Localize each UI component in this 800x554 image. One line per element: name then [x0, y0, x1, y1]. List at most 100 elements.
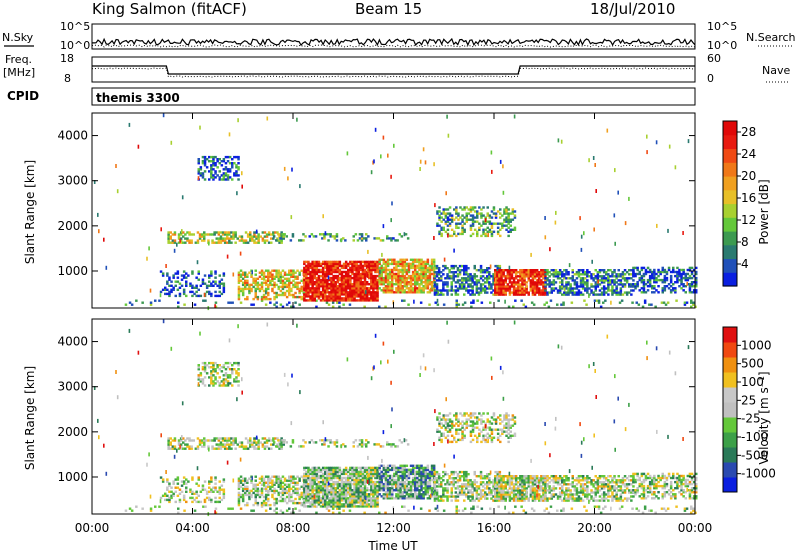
power-cell: [227, 301, 230, 304]
power-cell: [490, 234, 494, 238]
power-cell: [368, 283, 371, 286]
power-cell: [264, 269, 268, 272]
power-cell: [347, 299, 350, 302]
power-cell: [395, 274, 398, 278]
power-cell: [197, 158, 200, 161]
power-cell: [531, 287, 535, 290]
power-cell: [428, 283, 432, 286]
power-cell: [695, 281, 698, 284]
power-cell: [353, 274, 356, 278]
velocity-cell: [471, 428, 475, 431]
power-cell: [686, 272, 690, 276]
power-colorbar-swatch: [723, 244, 737, 260]
velocity-cell: [262, 495, 266, 499]
velocity-cell: [253, 445, 256, 448]
power-cell: [260, 295, 264, 299]
velocity-cell: [321, 478, 325, 482]
power-cell: [277, 277, 280, 280]
power-cell: [517, 287, 520, 290]
power-cell: [303, 270, 306, 274]
power-cell: [397, 291, 400, 294]
power-cell: [535, 269, 539, 272]
power-cell: [422, 291, 425, 294]
power-cell: [617, 273, 620, 276]
power-cell: [395, 281, 398, 284]
power-cell: [437, 277, 441, 280]
power-cell: [340, 278, 344, 282]
power-cell: [355, 266, 358, 270]
power-cell: [370, 170, 373, 175]
power-cell: [355, 276, 358, 280]
velocity-cell: [530, 507, 534, 510]
power-cell: [600, 293, 604, 296]
power-cell: [237, 281, 241, 284]
power-cell: [332, 278, 335, 282]
power-cell: [294, 281, 297, 284]
velocity-cell: [199, 490, 203, 493]
power-cell: [525, 287, 528, 290]
power-cell: [498, 275, 501, 278]
velocity-cell: [305, 501, 308, 504]
velocity-cell: [267, 437, 271, 440]
power-cell: [212, 284, 215, 287]
power-cell: [222, 282, 226, 285]
velocity-cell: [326, 491, 329, 494]
power-cell: [621, 283, 625, 286]
power-cell: [303, 268, 306, 272]
velocity-cell: [507, 428, 510, 431]
power-cell: [552, 273, 556, 276]
power-cell: [255, 229, 258, 234]
velocity-cell: [220, 366, 224, 369]
power-cell: [228, 132, 231, 137]
power-colorbar-swatch: [723, 121, 737, 136]
velocity-cell: [237, 485, 241, 488]
velocity-cell: [473, 426, 477, 429]
power-cell: [382, 276, 386, 280]
velocity-cell: [336, 491, 340, 494]
power-cell: [326, 291, 329, 294]
power-cell: [236, 191, 238, 196]
power-cell: [414, 287, 417, 290]
power-cell: [368, 272, 371, 276]
power-cell: [424, 264, 427, 268]
power-cell: [498, 289, 501, 292]
power-cell: [391, 285, 394, 288]
velocity-cell: [182, 480, 186, 483]
power-cell: [364, 290, 367, 295]
power-cell: [546, 273, 549, 276]
power-cell: [344, 270, 348, 274]
power-cell: [405, 272, 409, 276]
power-cell: [579, 277, 583, 280]
power-cell: [353, 278, 356, 282]
power-cell: [508, 265, 511, 270]
power-cell: [594, 285, 597, 288]
power-cell: [270, 241, 273, 244]
velocity-cell: [201, 382, 205, 385]
velocity-cell: [347, 503, 350, 506]
velocity-cell: [291, 441, 295, 444]
power-cell: [523, 287, 526, 290]
velocity-cell: [328, 499, 331, 502]
velocity-cell: [300, 495, 303, 499]
velocity-cell: [275, 475, 278, 478]
power-cell: [688, 276, 692, 280]
power-cell: [149, 301, 153, 304]
power-cell: [428, 303, 431, 306]
velocity-cell: [254, 483, 257, 486]
power-cell: [621, 277, 625, 280]
power-cell: [465, 206, 468, 209]
power-cell: [422, 260, 425, 264]
power-cell: [392, 237, 395, 240]
power-cell: [680, 281, 683, 284]
power-cell: [442, 218, 445, 221]
power-cell: [521, 279, 524, 282]
power-cell: [571, 287, 574, 290]
velocity-cell: [347, 505, 350, 508]
power-cell: [513, 210, 517, 213]
velocity-cell: [184, 443, 187, 446]
velocity-cell: [442, 418, 445, 421]
power-cell: [257, 237, 260, 240]
velocity-cell: [330, 474, 333, 478]
velocity-cell: [321, 499, 325, 502]
velocity-cell: [214, 376, 217, 379]
